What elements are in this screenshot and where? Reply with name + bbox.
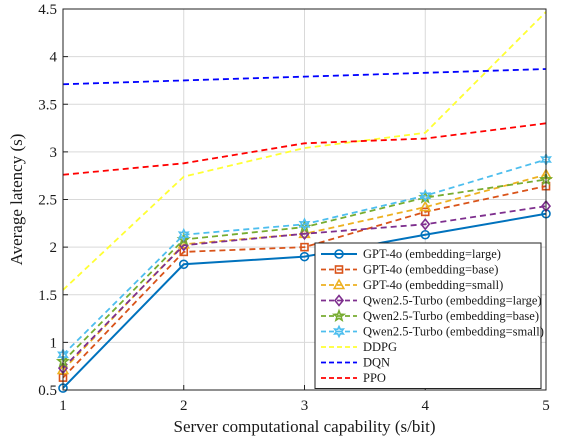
series-7 xyxy=(62,11,547,291)
series-layer xyxy=(55,11,554,393)
y-tick-label: 0.5 xyxy=(38,383,57,399)
legend-marker xyxy=(331,308,347,323)
y-tick-label: 1.5 xyxy=(38,288,57,304)
data-point xyxy=(420,217,431,231)
series-line xyxy=(62,178,547,363)
series-8 xyxy=(62,68,547,86)
legend-item: PPO xyxy=(321,371,386,385)
legend-marker xyxy=(332,278,346,290)
tick-labels: 1 2 3 4 50.511.522.533.544.5 xyxy=(38,2,550,414)
legend-label: DDPG xyxy=(363,340,397,354)
x-tick-label: 5 xyxy=(542,398,550,414)
legend-label: PPO xyxy=(363,371,386,385)
legend-box xyxy=(314,242,542,389)
data-point xyxy=(298,217,311,232)
series-line xyxy=(62,185,547,379)
data-point xyxy=(419,188,432,203)
legend-item: Qwen2.5-Turbo (embedding=small) xyxy=(321,325,544,339)
x-tick-label: 4 xyxy=(422,398,430,414)
data-point xyxy=(420,207,430,217)
y-tick-label: 3 xyxy=(50,145,58,161)
legend-label: DQN xyxy=(363,356,390,370)
y-tick-label: 3.5 xyxy=(38,97,57,113)
x-tick-label: 1 xyxy=(59,398,67,414)
legend-marker xyxy=(333,324,345,339)
legend-item: Qwen2.5-Turbo (embedding=large) xyxy=(321,294,542,308)
legend-label: Qwen2.5-Turbo (embedding=large) xyxy=(363,294,542,308)
series-line xyxy=(62,205,547,369)
legend-item: GPT-4o (embedding=large) xyxy=(321,247,501,261)
legend-label: GPT-4o (embedding=base) xyxy=(363,263,498,277)
x-axis-title: Server computational capability (s/bit) xyxy=(173,417,435,436)
y-tick-label: 1 xyxy=(50,335,58,351)
series-9 xyxy=(62,122,547,176)
series-line xyxy=(62,11,547,291)
y-axis-title: Average latency (s) xyxy=(7,134,26,266)
legend-item: GPT-4o (embedding=small) xyxy=(321,278,503,292)
data-point xyxy=(419,200,432,212)
x-tick-label: 2 xyxy=(180,398,188,414)
y-tick-label: 2 xyxy=(50,240,58,256)
legend-item: DQN xyxy=(321,356,390,370)
y-tick-label: 4.5 xyxy=(38,2,57,18)
series-line xyxy=(62,158,547,356)
legend-item: GPT-4o (embedding=base) xyxy=(321,263,498,277)
y-tick-label: 4 xyxy=(50,50,58,66)
legend-label: Qwen2.5-Turbo (embedding=base) xyxy=(363,309,539,323)
data-point xyxy=(177,227,190,242)
legend-marker xyxy=(334,249,344,259)
data-point xyxy=(299,251,310,262)
legend-marker xyxy=(334,265,344,274)
legend-label: GPT-4o (embedding=small) xyxy=(363,278,503,292)
legend-label: GPT-4o (embedding=large) xyxy=(363,247,501,261)
data-point xyxy=(420,229,431,240)
series-line xyxy=(62,68,547,86)
legend: GPT-4o (embedding=large) GPT-4o (embeddin… xyxy=(314,242,544,389)
data-point xyxy=(300,242,309,252)
data-point xyxy=(178,259,189,270)
legend-item: Qwen2.5-Turbo (embedding=base) xyxy=(321,308,539,323)
data-point xyxy=(299,227,310,241)
legend-item: DDPG xyxy=(321,340,397,354)
legend-label: Qwen2.5-Turbo (embedding=small) xyxy=(363,325,544,339)
series-line xyxy=(62,122,547,176)
x-tick-label: 3 xyxy=(301,398,309,414)
y-tick-label: 2.5 xyxy=(38,193,57,209)
series-line xyxy=(62,212,547,389)
legend-marker xyxy=(333,294,345,307)
